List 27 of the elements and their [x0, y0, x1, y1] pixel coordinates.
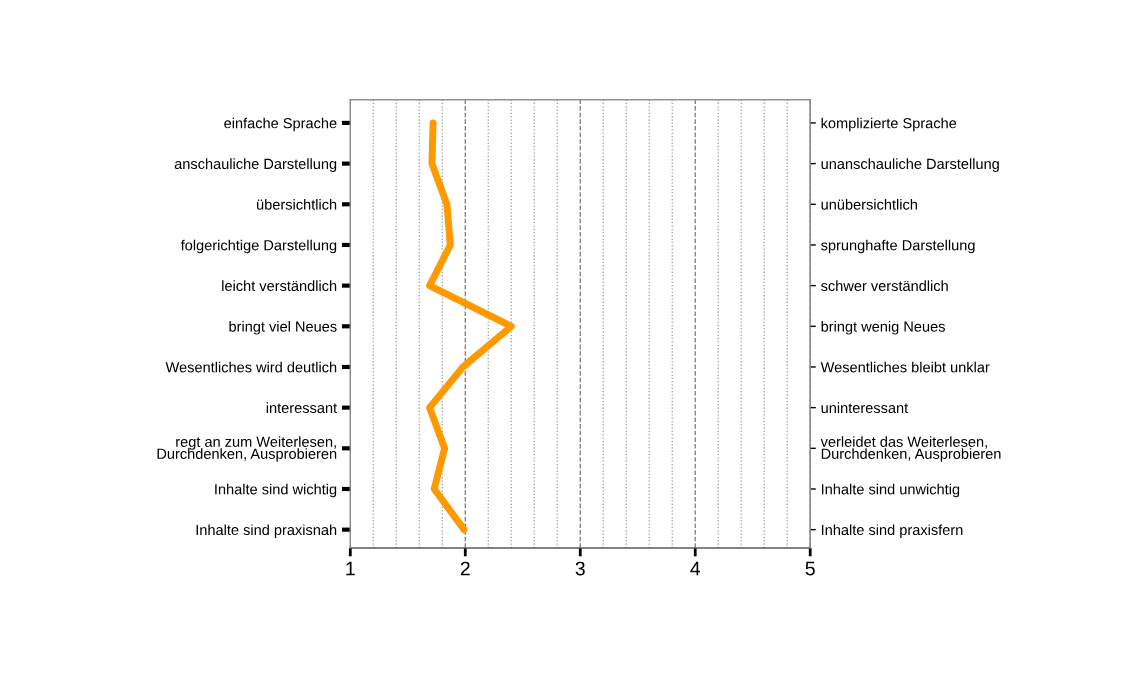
y2-tick-label: uninteressant [821, 402, 909, 414]
y-tick-label: übersichtlich [257, 199, 337, 210]
y2-tick-label: bringt wenig Neues [821, 321, 945, 335]
y2-tick-label: unübersichtlich [821, 199, 917, 210]
y-tick-label: regt an zum Weiterlesen, Durchdenken, Ausprobieren [157, 436, 337, 462]
y-tick-label: Inhalte sind wichtig [215, 483, 337, 498]
y-tick-label: Inhalte sind praxisnah [196, 524, 337, 538]
y-tick-label: leicht verständlich [222, 280, 337, 292]
x-tick-label: 5 [805, 561, 815, 576]
y2-tick-label: komplizierte Sprache [821, 117, 957, 132]
y-tick-label: einfache Sprache [224, 117, 337, 132]
x-tick-label: 3 [575, 561, 585, 576]
y2-tick-label: schwer verständlich [821, 280, 948, 292]
y-tick-label: anschauliche Darstellung [174, 158, 337, 172]
x-tick-label: 1 [346, 561, 355, 576]
y2-tick-label: Inhalte sind praxisfern [821, 524, 963, 538]
y-tick-label: bringt viel Neues [229, 321, 337, 335]
x-tick-label: 2 [460, 561, 470, 576]
y2-tick-label: unanschauliche Darstellung [821, 158, 999, 172]
y-tick-label: Wesentliches wird deutlich [165, 361, 337, 373]
y2-tick-label: Inhalte sind unwichtig [821, 483, 960, 498]
y-tick-label: interessant [266, 402, 337, 414]
y2-tick-label: Wesentliches bleibt unklar [820, 361, 990, 373]
y-tick-label: folgerichtige Darstellung [180, 239, 337, 254]
y2-tick-label: sprunghafte Darstellung [821, 239, 975, 254]
y2-tick-label: verleidet das Weiterlesen, Durchdenken, Ausprobieren [820, 436, 1001, 462]
x-tick-label: 4 [690, 561, 701, 576]
